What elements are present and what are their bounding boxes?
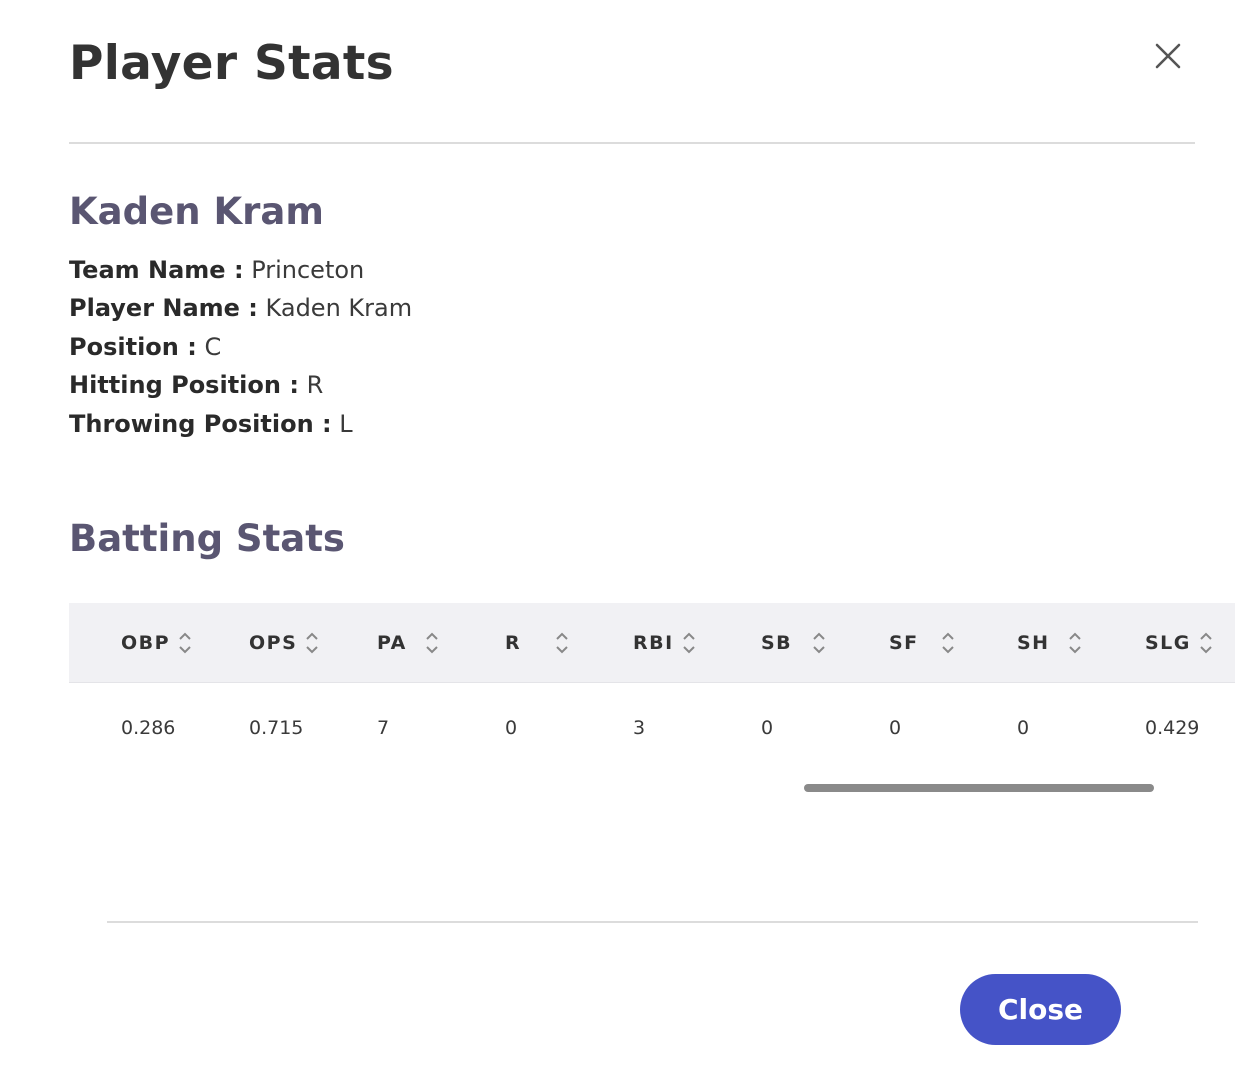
column-header-sb[interactable]: SB <box>761 603 826 683</box>
column-header-label: SF <box>889 632 919 654</box>
column-header-rbi[interactable]: RBI <box>633 603 696 683</box>
column-header-sf[interactable]: SF <box>889 603 955 683</box>
sort-icon[interactable] <box>941 629 955 657</box>
info-value: R <box>306 371 324 400</box>
column-header-pa[interactable]: PA <box>377 603 439 683</box>
info-label: Hitting Position : <box>69 371 299 400</box>
info-value: Kaden Kram <box>265 294 413 323</box>
info-label: Throwing Position : <box>69 409 332 438</box>
column-header-label: SH <box>1017 632 1050 654</box>
player-name-heading: Kaden Kram <box>69 190 324 233</box>
footer-divider <box>107 921 1198 923</box>
table-cell-pa: 7 <box>377 717 390 739</box>
player-info-list: Team Name : Princeton Player Name : Kade… <box>69 251 412 443</box>
table-cell-slg: 0.429 <box>1145 717 1200 739</box>
table-cell-sf: 0 <box>889 717 902 739</box>
header-divider <box>69 142 1195 144</box>
info-label: Team Name : <box>69 256 244 284</box>
batting-stats-heading: Batting Stats <box>69 517 345 560</box>
close-button[interactable]: Close <box>960 974 1121 1045</box>
info-row-hitting-position: Hitting Position : R <box>69 366 412 404</box>
column-header-label: RBI <box>633 632 674 654</box>
info-label: Player Name : <box>69 294 258 323</box>
table-header-row: : OBP OPS PA R RBI SB <box>69 603 1235 683</box>
table-cell-sh: 0 <box>1017 717 1030 739</box>
column-header-label: PA <box>377 632 407 654</box>
sort-icon[interactable] <box>425 629 439 657</box>
sort-icon[interactable] <box>178 629 192 657</box>
column-header-label: R <box>505 632 522 654</box>
column-header-sh[interactable]: SH <box>1017 603 1082 683</box>
sort-icon[interactable] <box>305 629 319 657</box>
sort-icon[interactable] <box>555 629 569 657</box>
info-row-player-name: Player Name : Kaden Kram <box>69 289 412 327</box>
partial-column-edge: : <box>69 603 72 683</box>
close-icon[interactable] <box>1150 38 1186 74</box>
column-header-ops[interactable]: OPS <box>249 603 319 683</box>
table-cell-r: 0 <box>505 717 518 739</box>
column-header-slg[interactable]: SLG <box>1145 603 1213 683</box>
table-cell-rbi: 3 <box>633 717 646 739</box>
table-cell-sb: 0 <box>761 717 774 739</box>
info-value: Princeton <box>251 256 365 284</box>
info-row-team: Team Name : Princeton <box>69 251 412 289</box>
column-header-label: SB <box>761 632 793 654</box>
column-header-label: OBP <box>121 632 171 654</box>
sort-icon[interactable] <box>812 629 826 657</box>
sort-icon[interactable] <box>1199 629 1213 657</box>
info-row-throwing-position: Throwing Position : L <box>69 405 412 443</box>
column-header-label: SLG <box>1145 632 1191 654</box>
column-header-r[interactable]: R <box>505 603 569 683</box>
info-label: Position : <box>69 332 197 361</box>
table-cell-obp: 0.286 <box>121 717 176 739</box>
batting-stats-table[interactable]: : OBP OPS PA R RBI SB <box>69 603 1235 799</box>
info-value: L <box>339 409 353 438</box>
sort-icon[interactable] <box>682 629 696 657</box>
sort-icon[interactable] <box>1068 629 1082 657</box>
table-cell-ops: 0.715 <box>249 717 304 739</box>
modal-title: Player Stats <box>69 36 394 91</box>
horizontal-scrollbar[interactable] <box>804 784 1154 792</box>
column-header-label: OPS <box>249 632 298 654</box>
column-header-obp[interactable]: OBP <box>121 603 192 683</box>
info-value: C <box>204 332 222 361</box>
info-row-position: Position : C <box>69 328 412 366</box>
